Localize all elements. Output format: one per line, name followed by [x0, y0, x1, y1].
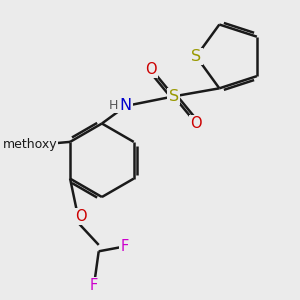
Text: methoxy: methoxy	[30, 133, 91, 147]
Text: O: O	[42, 137, 53, 152]
Text: N: N	[120, 98, 132, 113]
Text: O: O	[190, 116, 202, 131]
Text: S: S	[191, 49, 201, 64]
Text: methoxy: methoxy	[30, 133, 91, 147]
Text: F: F	[120, 239, 128, 254]
Text: H: H	[109, 99, 118, 112]
Text: O: O	[146, 62, 157, 77]
Text: S: S	[169, 89, 179, 104]
Text: F: F	[90, 278, 98, 293]
Text: O: O	[75, 209, 87, 224]
Text: methoxy: methoxy	[3, 138, 57, 151]
